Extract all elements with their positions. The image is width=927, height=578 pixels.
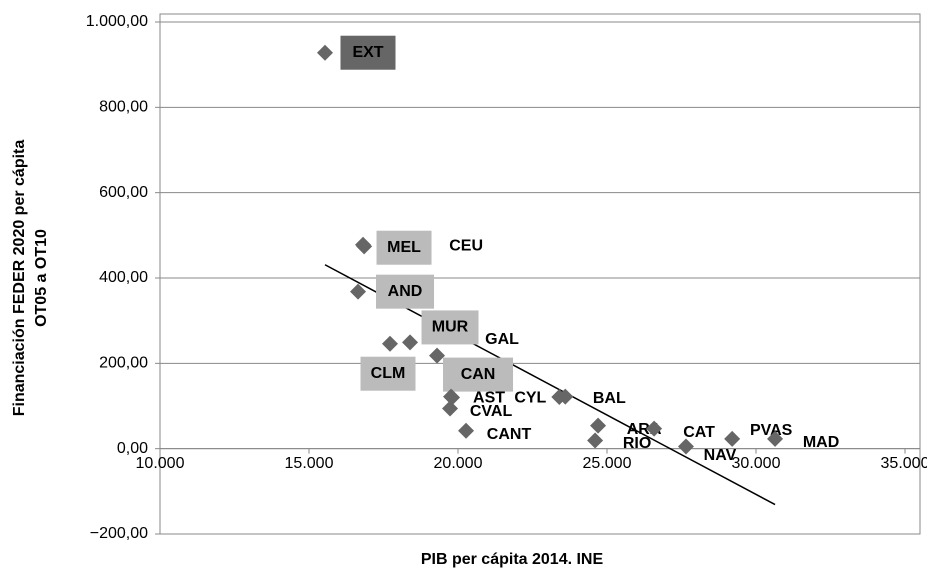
label-box bbox=[443, 357, 514, 392]
point bbox=[356, 238, 373, 255]
point-label: GAL bbox=[485, 331, 519, 348]
x-tick-label: 30.000 bbox=[732, 455, 781, 472]
point-label: NAV bbox=[704, 447, 737, 464]
x-tick-label: 25.000 bbox=[583, 455, 632, 472]
x-axis-title: PIB per cápita 2014. INE bbox=[421, 551, 604, 568]
point-label: BAL bbox=[593, 390, 626, 407]
point-label: CYL bbox=[514, 389, 546, 406]
label-box bbox=[340, 35, 396, 70]
point-label: CAT bbox=[683, 424, 715, 441]
y-tick-label: 800,00 bbox=[99, 99, 148, 116]
point-label: CLM bbox=[371, 365, 406, 382]
point bbox=[458, 422, 475, 439]
point-label: PVAS bbox=[750, 422, 793, 439]
point-label: CEU bbox=[449, 238, 483, 255]
label-box bbox=[376, 274, 435, 309]
point bbox=[381, 335, 398, 352]
y-axis-title-line: OT05 a OT10 bbox=[33, 229, 50, 327]
x-tick-label: 15.000 bbox=[285, 455, 334, 472]
label-box bbox=[360, 356, 416, 391]
point bbox=[587, 432, 604, 449]
point bbox=[646, 420, 663, 437]
point-label: AND bbox=[388, 283, 423, 300]
y-tick-label: 0,00 bbox=[117, 440, 148, 457]
point-label: CANT bbox=[487, 426, 532, 443]
point bbox=[429, 347, 446, 364]
y-tick-label: 1.000,00 bbox=[86, 13, 148, 30]
point bbox=[444, 389, 461, 406]
y-axis-title: Financiación FEDER 2020 per cápita OT05 … bbox=[11, 140, 50, 417]
point bbox=[402, 334, 419, 351]
point bbox=[317, 44, 334, 61]
label-box bbox=[376, 230, 432, 265]
y-tick-label: 200,00 bbox=[99, 355, 148, 372]
point-label: MEL bbox=[387, 239, 421, 256]
point-label: CVAL bbox=[470, 403, 513, 420]
point bbox=[590, 417, 607, 434]
y-tick-label: −200,00 bbox=[90, 525, 148, 542]
x-tick-label: 35.000 bbox=[881, 455, 927, 472]
x-tick-label: 20.000 bbox=[434, 455, 483, 472]
point bbox=[350, 283, 367, 300]
point-label: MUR bbox=[432, 319, 469, 336]
point-label: RIO bbox=[623, 435, 651, 452]
y-axis-title-line: Financiación FEDER 2020 per cápita bbox=[11, 140, 28, 417]
plot-border bbox=[159, 13, 921, 535]
y-tick-label: 400,00 bbox=[99, 269, 148, 286]
label-box bbox=[421, 310, 479, 345]
point bbox=[557, 388, 574, 405]
point bbox=[767, 430, 784, 447]
y-tick-label: 600,00 bbox=[99, 184, 148, 201]
point bbox=[442, 400, 459, 417]
x-tick-label: 10.000 bbox=[136, 455, 185, 472]
point bbox=[677, 438, 694, 455]
point bbox=[724, 430, 741, 447]
point-label: AST bbox=[473, 390, 505, 407]
point-label: MAD bbox=[803, 434, 839, 451]
point-label: EXT bbox=[352, 44, 383, 61]
point-label: CAN bbox=[461, 366, 496, 383]
